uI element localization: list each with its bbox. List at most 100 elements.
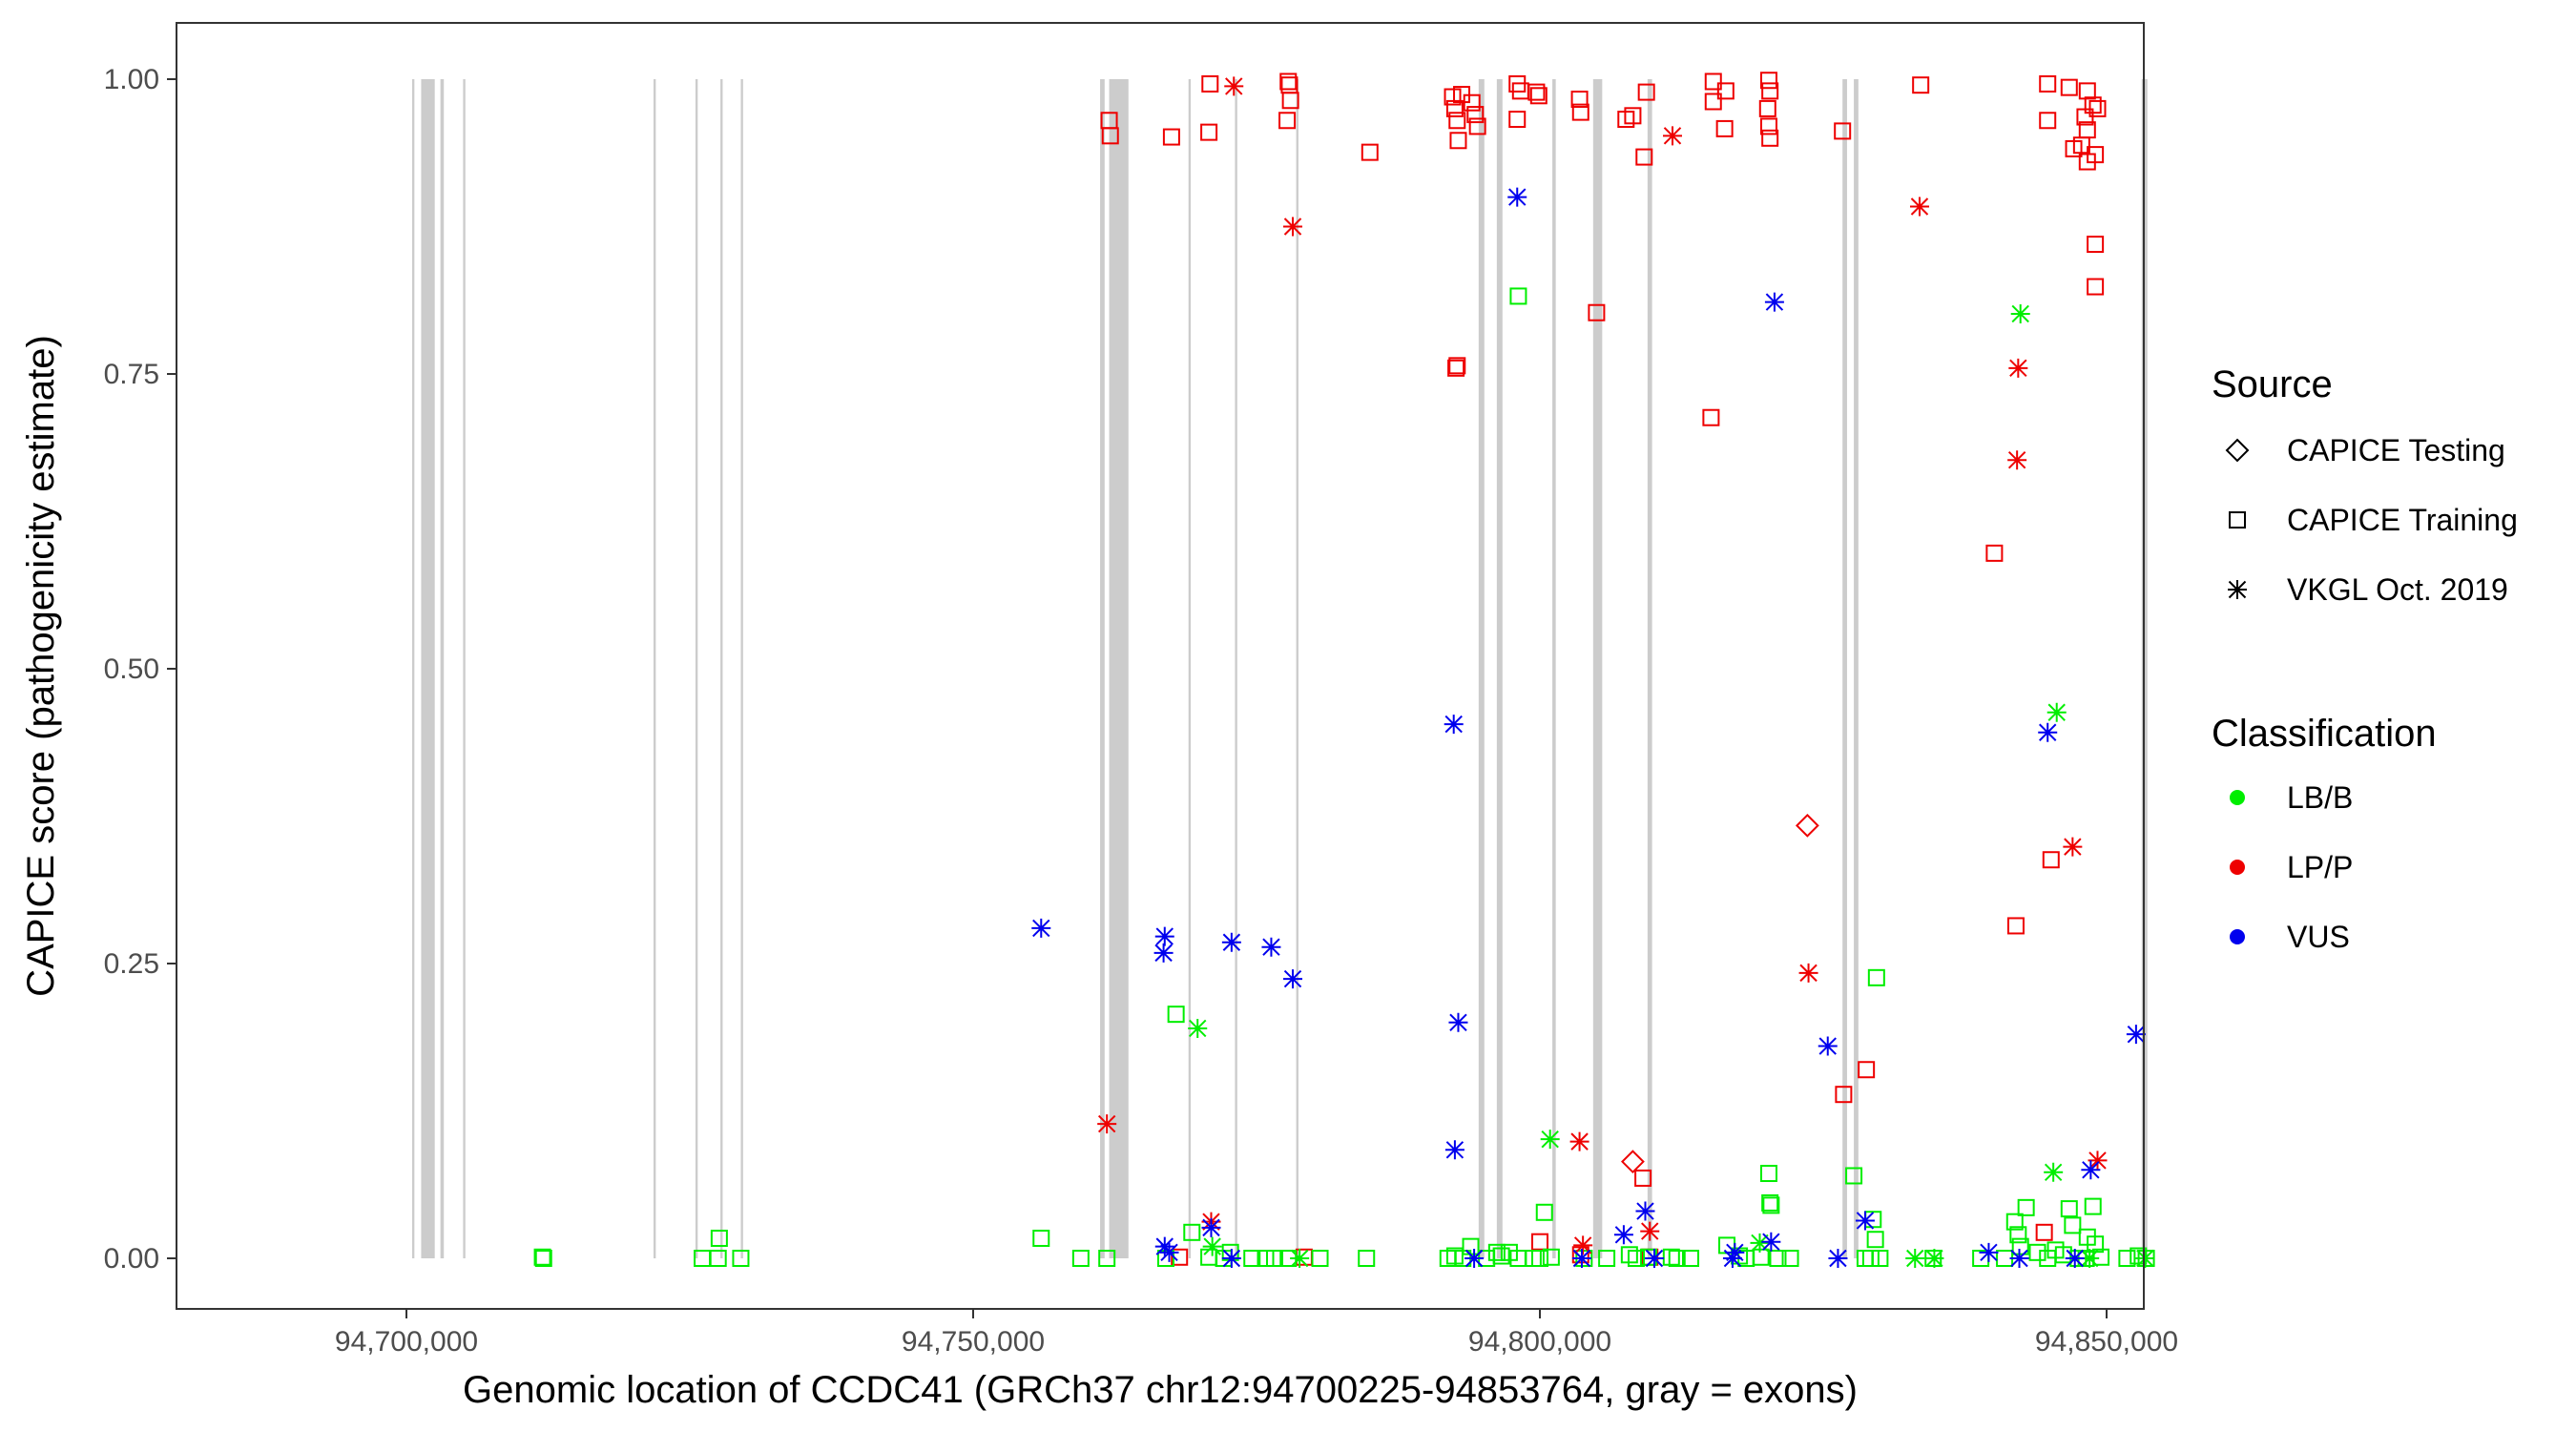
data-point [1624,107,1642,125]
data-point [1635,1201,1655,1221]
data-point [1761,1193,1779,1212]
data-point [1761,1232,1781,1252]
legend-label-classification: LP/P [2287,850,2353,884]
exon-band [1592,79,1603,1258]
data-point [1487,1243,1506,1261]
data-point [1759,72,1777,90]
data-point [1761,129,1779,147]
data-point [1861,1250,1880,1267]
data-point [2063,837,2083,857]
data-point [1598,1250,1616,1267]
data-point [1569,1131,1589,1151]
data-point [2087,278,2105,296]
data-point [1764,292,1784,312]
data-point [1571,103,1589,121]
data-point [2081,1160,2101,1180]
data-point [2039,74,2057,93]
exon-band [1235,79,1237,1258]
data-point [2088,1151,2108,1171]
data-point [1201,74,1219,93]
exon-band [695,79,698,1258]
data-point [1202,1236,1222,1256]
data-point [2065,1249,2085,1268]
data-point [1912,76,1930,94]
data-point [1752,1248,1770,1266]
data-point [1466,106,1485,124]
data-point [2060,1200,2078,1218]
data-point [1463,93,1481,112]
data-point [1447,359,1465,377]
data-point [1540,1130,1560,1150]
data-point [1682,1250,1700,1267]
data-point [2088,99,2107,117]
exon-band [1854,79,1859,1258]
data-point [1722,1249,1742,1268]
data-point [2010,303,2030,323]
legend-label-classification: LB/B [2287,780,2353,815]
data-point [2011,1237,2029,1255]
exon-band [1109,79,1129,1258]
exon-band [421,79,435,1258]
exon-band [1100,79,1105,1258]
data-point [1281,92,1299,110]
data-point [2080,1249,2100,1268]
data-point [1162,128,1180,146]
data-point [1031,918,1051,938]
data-point [1818,1036,1838,1056]
data-point [1529,87,1548,105]
data-point [1449,132,1467,150]
data-point [2084,96,2102,114]
data-point [1507,187,1527,207]
data-point [1266,1250,1284,1267]
data-point [1101,127,1119,145]
data-point [1637,83,1655,101]
data-point [1531,1233,1548,1251]
data-point [1798,963,1818,983]
legend-class-items: LB/B LP/P VUS [2230,780,2353,954]
data-point [1153,943,1174,963]
data-point [1759,1165,1777,1183]
data-point [1448,1012,1468,1032]
exon-band [411,79,415,1258]
data-point [1758,99,1776,117]
data-point [1278,112,1297,130]
data-point [1750,1233,1770,1253]
data-point [1032,1229,1050,1247]
y-tick-label: 0.50 [104,653,159,685]
exon-band [1842,79,1847,1258]
data-point [1071,1250,1090,1267]
data-point [2078,153,2096,171]
legend-label-source: CAPICE Training [2287,503,2518,537]
data-point [1221,932,1241,952]
data-point [1508,111,1527,129]
data-point [1704,73,1722,91]
data-point [2007,450,2027,470]
exon-band [740,79,743,1258]
data-point [2078,82,2096,100]
data-point [2017,1198,2035,1216]
data-point [2039,112,2057,130]
data-point [1290,1249,1310,1268]
exon-band [1478,79,1485,1258]
data-point [1835,1086,1853,1104]
data-point [2118,1250,2136,1267]
data-point [2092,1248,2110,1266]
x-tick-label: 94,750,000 [902,1326,1045,1358]
axes: 94,700,000 94,750,000 94,800,000 94,850,000… [104,64,2178,1358]
data-point [1662,1248,1680,1266]
data-point [1668,1250,1686,1267]
data-point [2006,917,2025,935]
x-tick-label: 94,850,000 [2035,1326,2178,1358]
data-point [2087,236,2105,254]
data-point [1781,1250,1799,1267]
data-point [1769,1250,1787,1267]
data-point [1097,1114,1117,1134]
data-point [2042,851,2060,869]
data-point [2005,1213,2024,1231]
data-point [2038,722,2058,742]
data-point [1183,1223,1201,1241]
data-point [1527,83,1546,101]
data-point [1905,1249,1925,1268]
data-point [534,1250,552,1267]
